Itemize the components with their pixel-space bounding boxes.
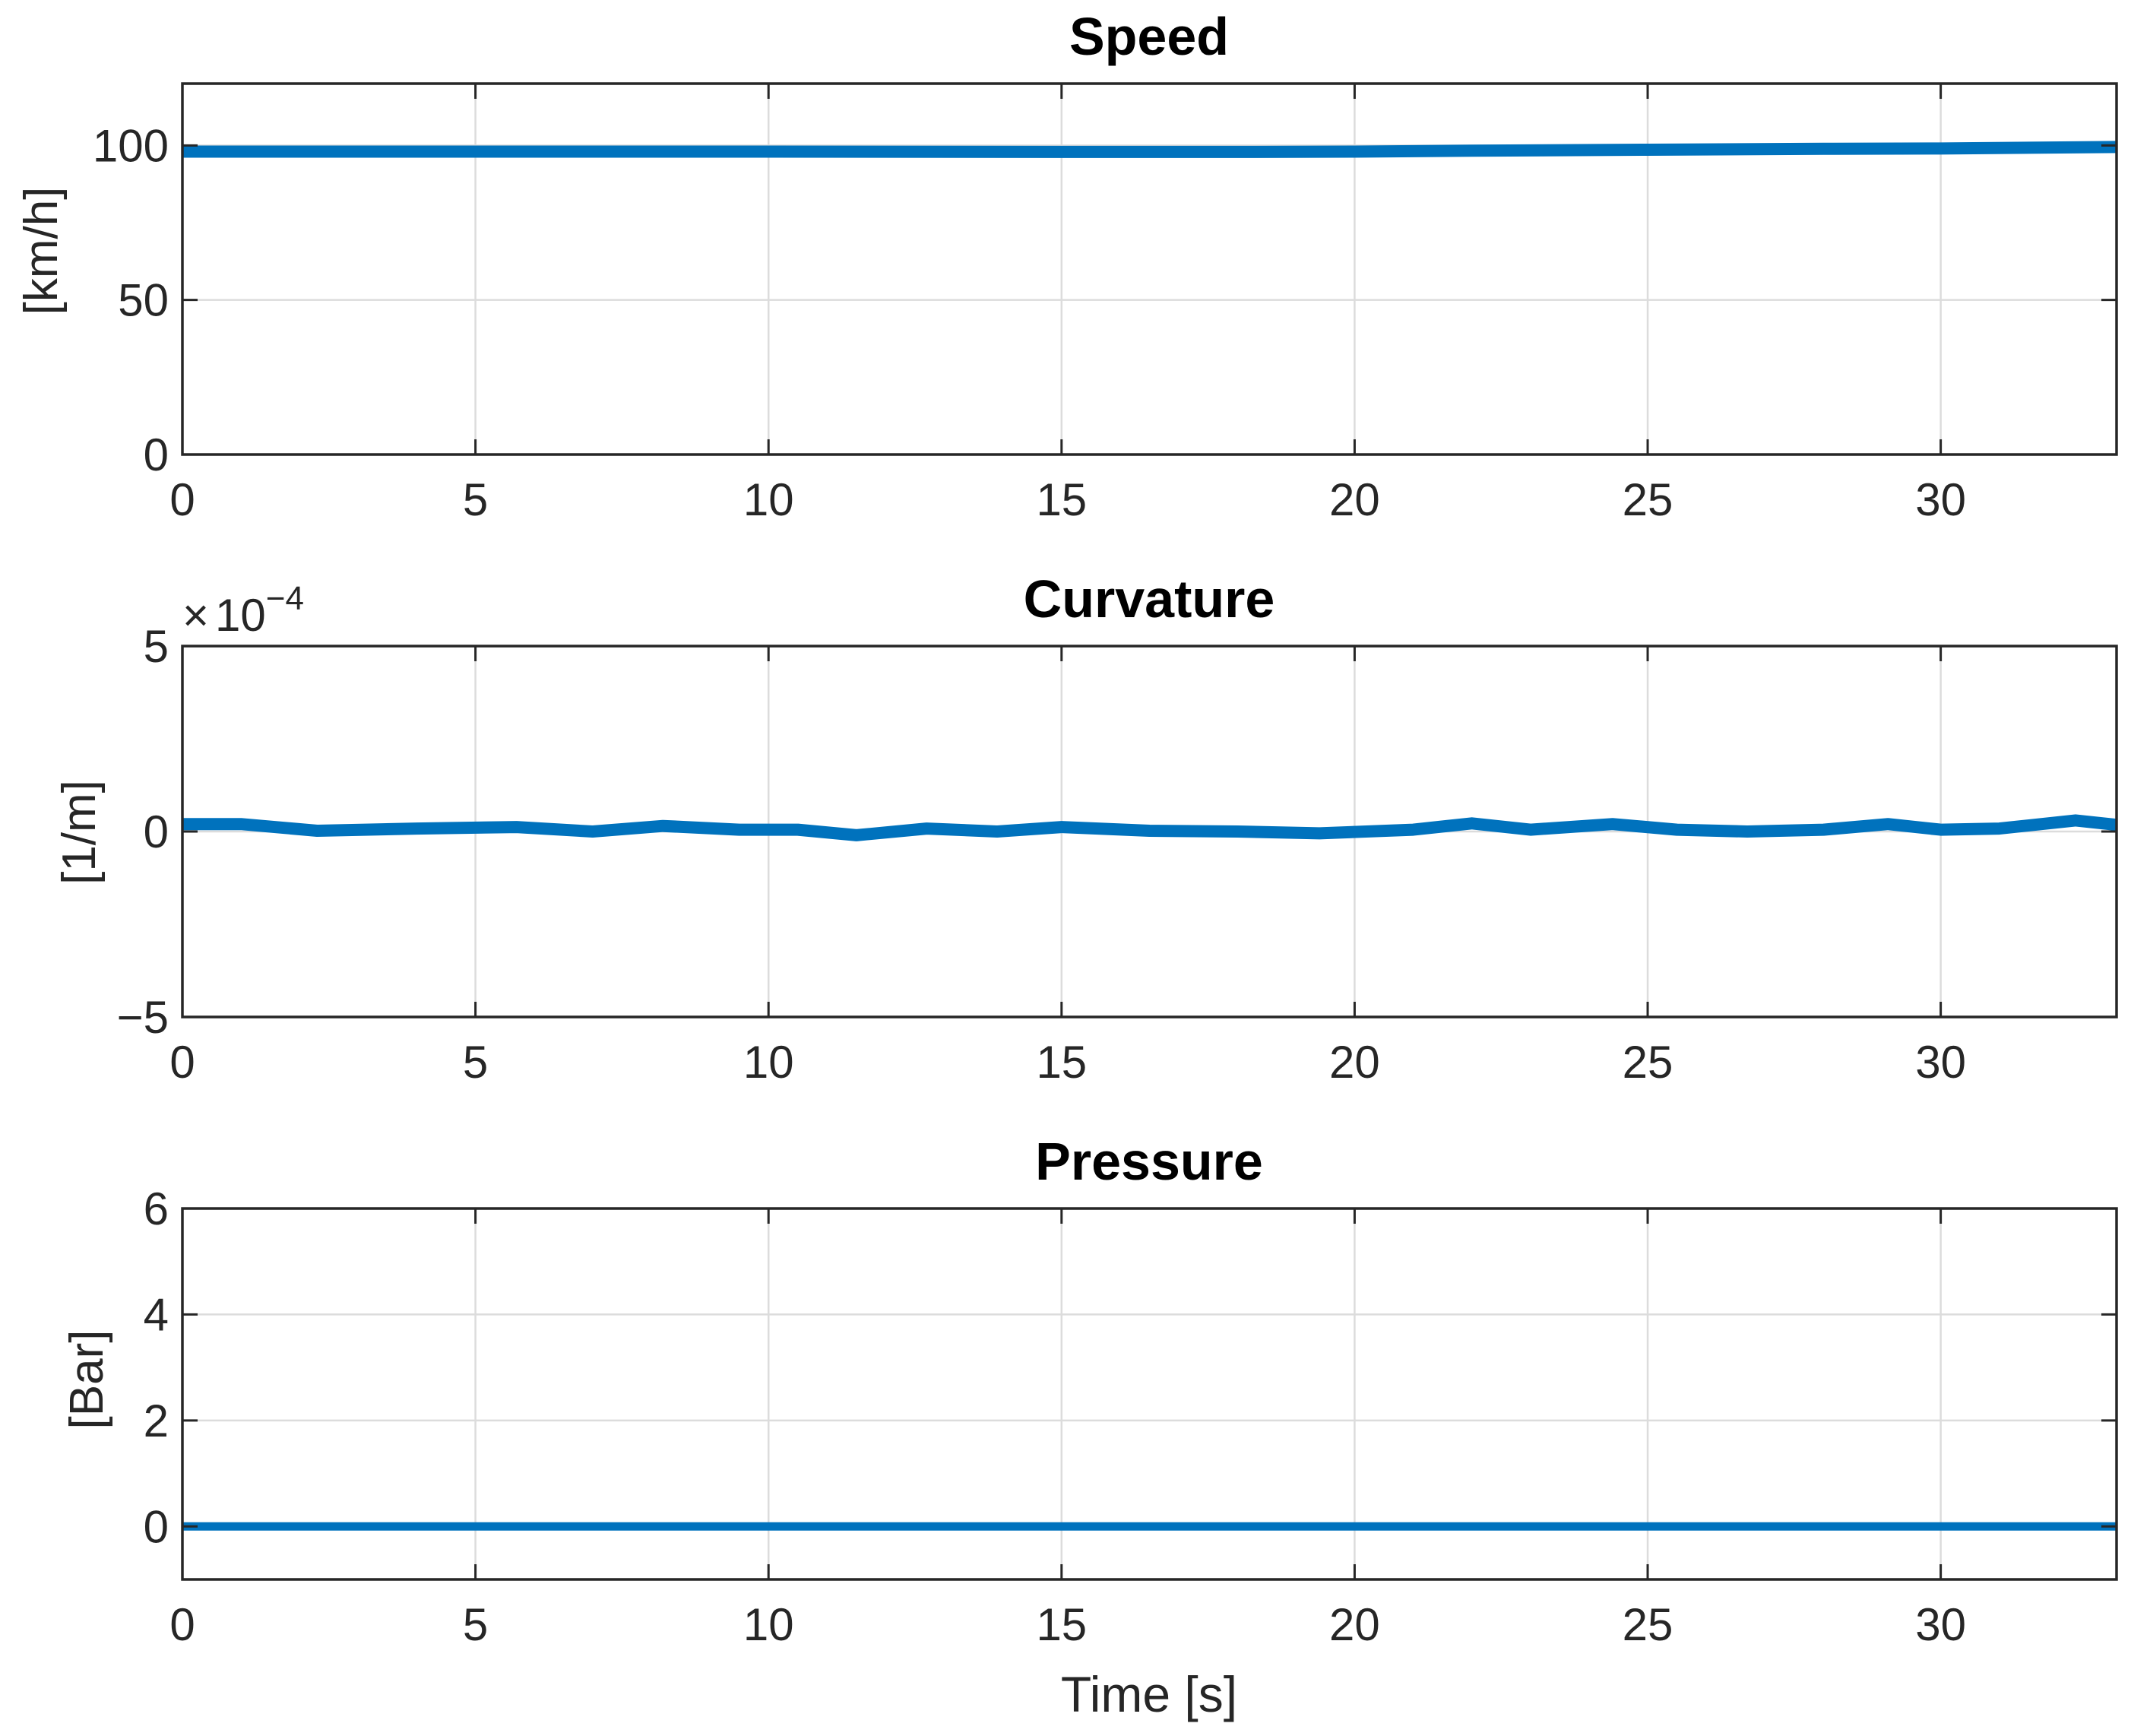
pressure-xtick-label: 5 xyxy=(463,1599,488,1650)
speed-xtick-label: 30 xyxy=(1915,474,1966,525)
curvature-xtick-label: 15 xyxy=(1036,1037,1087,1088)
speed-series-line xyxy=(182,141,2117,158)
curvature-xtick-label: 0 xyxy=(169,1037,195,1088)
curvature-axes: 0 5 10 15 20 25 30−505 Curvature [1/m] × 10−4 xyxy=(53,569,2118,1088)
curvature-multiplier: × 10−4 xyxy=(182,580,304,641)
curvature-xtick-label: 20 xyxy=(1329,1037,1380,1088)
curvature-xtick-label: 30 xyxy=(1915,1037,1966,1088)
pressure-xlabel: Time [s] xyxy=(1061,1666,1237,1722)
pressure-xtick-label: 20 xyxy=(1329,1599,1380,1650)
curvature-xtick-label: 5 xyxy=(463,1037,488,1088)
curvature-multiplier-exponent: −4 xyxy=(266,580,304,617)
curvature-multiplier-times: × xyxy=(182,590,209,641)
pressure-axes: 0 5 10 15 20 25 30 0 2 4 6 Pressure [Bar] Time [s] xyxy=(61,1132,2118,1722)
pressure-xtick-label: 10 xyxy=(743,1599,794,1650)
pressure-title: Pressure xyxy=(1035,1132,1263,1191)
speed-xtick-label: 5 xyxy=(463,474,488,525)
speed-ytick-label: 50 xyxy=(118,275,169,326)
curvature-multiplier-base: 10 xyxy=(215,590,266,641)
curvature-ytick-label: 0 xyxy=(144,806,169,857)
pressure-ytick-label: 0 xyxy=(144,1501,169,1552)
speed-ylabel: [km/h] xyxy=(15,187,68,315)
speed-xtick-label: 10 xyxy=(743,474,794,525)
curvature-xtick-label: 10 xyxy=(743,1037,794,1088)
curvature-plot-area: 0 5 10 15 20 25 30−505 xyxy=(117,621,2118,1088)
speed-axes: 0 5 10 15 20 25 30 0 50 100 Speed [km/h] xyxy=(15,7,2118,525)
pressure-plot-area: 0 5 10 15 20 25 30 0 2 4 6 xyxy=(144,1183,2118,1650)
speed-xtick-label: 0 xyxy=(169,474,195,525)
pressure-ytick-label: 4 xyxy=(144,1289,169,1340)
pressure-ylabel: [Bar] xyxy=(61,1330,113,1430)
pressure-axes-box xyxy=(181,1207,2118,1581)
speed-axes-box xyxy=(181,82,2118,456)
curvature-ytick-label: −5 xyxy=(117,992,169,1043)
pressure-xtick-label: 15 xyxy=(1036,1599,1087,1650)
pressure-ytick-label: 2 xyxy=(144,1395,169,1446)
speed-xtick-label: 20 xyxy=(1329,474,1380,525)
curvature-title: Curvature xyxy=(1024,569,1275,629)
pressure-ytick-label: 6 xyxy=(144,1183,169,1234)
speed-xtick-label: 25 xyxy=(1623,474,1673,525)
pressure-xtick-label: 25 xyxy=(1623,1599,1673,1650)
speed-title: Speed xyxy=(1069,7,1229,66)
speed-plot-area: 0 5 10 15 20 25 30 0 50 100 xyxy=(93,82,2118,525)
speed-xtick-label: 15 xyxy=(1036,474,1087,525)
curvature-ytick-label: 5 xyxy=(144,621,169,672)
curvature-series-line xyxy=(182,814,2117,841)
pressure-xtick-label: 0 xyxy=(169,1599,195,1650)
speed-ytick-label: 100 xyxy=(93,120,169,171)
pressure-xtick-label: 30 xyxy=(1915,1599,1966,1650)
speed-ytick-label: 0 xyxy=(144,429,169,480)
curvature-xtick-label: 25 xyxy=(1623,1037,1673,1088)
curvature-ylabel: [1/m] xyxy=(53,780,106,885)
